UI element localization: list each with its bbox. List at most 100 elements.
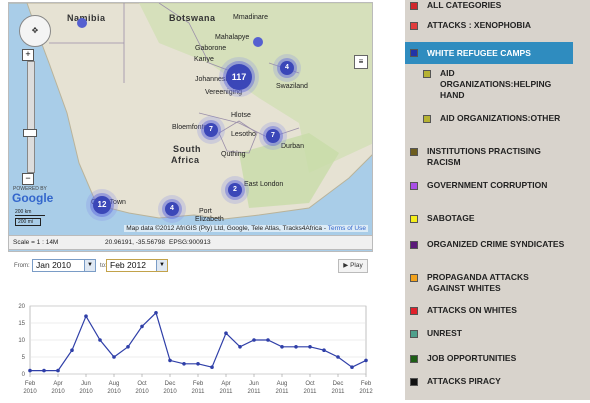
zoom-slider-track[interactable] (27, 61, 35, 173)
data-point (364, 358, 368, 363)
y-tick-label: 20 (18, 304, 25, 310)
x-tick-label: 2010 (107, 389, 121, 395)
category-item[interactable]: GOVERNMENT CORRUPTION (405, 180, 573, 208)
map-panel[interactable]: Namibia Botswana Mmadinare Mahalapye Gab… (8, 2, 373, 252)
x-tick-label: Apr (221, 381, 230, 387)
category-item[interactable]: WHITE REFUGEE CAMPS (405, 42, 573, 64)
y-tick-label: 10 (18, 338, 25, 344)
cluster-marker-pretoria-east[interactable]: 4 (280, 61, 294, 75)
to-date-select[interactable]: Feb 2012 ▼ (106, 259, 168, 272)
timeline-controls: From: Jan 2010 ▼ to: Feb 2012 ▼ ▶ Play (14, 258, 369, 274)
category-color-swatch (410, 378, 418, 386)
attribution-text: Map data ©2012 AfriGIS (Pty) Ltd, Google… (126, 225, 326, 232)
y-tick-label: 0 (22, 372, 26, 378)
scale-readout: Scale = 1 : 14M (13, 239, 59, 246)
x-tick-label: Dec (165, 381, 176, 387)
zoom-slider-handle[interactable] (23, 129, 37, 137)
pan-control[interactable]: ✥ (19, 15, 51, 47)
google-logo[interactable]: Google (12, 191, 54, 205)
data-point (266, 338, 270, 342)
category-item[interactable]: ATTACKS : XENOPHOBIA (405, 20, 573, 34)
category-color-swatch (410, 307, 418, 315)
category-label: WHITE REFUGEE CAMPS (427, 48, 531, 58)
category-item[interactable]: JOB OPPORTUNITIES (405, 353, 573, 371)
x-tick-label: Feb (25, 381, 36, 387)
x-tick-label: 2011 (192, 389, 206, 395)
data-point (98, 338, 102, 342)
category-item[interactable]: INSTITUTIONS PRACTISING RACISM (405, 146, 573, 174)
data-point (42, 368, 46, 373)
from-date-select[interactable]: Jan 2010 ▼ (32, 259, 96, 272)
category-label: AID ORGANIZATIONS:OTHER (440, 113, 561, 123)
x-tick-label: Feb (193, 381, 204, 387)
place-label: Gaborone (195, 45, 227, 52)
data-point (322, 348, 326, 352)
category-color-swatch (410, 148, 418, 156)
category-label: PROPAGANDA ATTACKS AGAINST WHITES (427, 272, 529, 293)
coordinate-readout: 20.96191, -35.56798 (105, 239, 165, 246)
x-tick-label: Feb (361, 381, 372, 387)
projection-readout: EPSG:900913 (169, 239, 211, 246)
zoom-in-button[interactable]: + (22, 49, 34, 61)
chevron-down-icon: ▼ (156, 260, 167, 271)
layers-icon[interactable]: ≡ (354, 55, 368, 69)
cluster-marker-botswana[interactable] (253, 37, 263, 47)
category-color-swatch (410, 49, 418, 57)
category-item[interactable]: AID ORGANIZATIONS:OTHER (405, 113, 573, 143)
category-item[interactable]: AID ORGANIZATIONS:HELPING HAND (405, 68, 573, 108)
to-date-value: Feb 2012 (110, 260, 146, 270)
data-point (350, 365, 354, 369)
x-tick-label: 2011 (248, 389, 262, 395)
category-item[interactable]: SABOTAGE (405, 213, 573, 231)
data-point (126, 345, 130, 349)
vegetation-east (239, 133, 339, 208)
cluster-marker-namibia[interactable] (77, 18, 87, 28)
y-tick-label: 5 (22, 355, 26, 361)
category-color-swatch (410, 355, 418, 363)
cluster-marker-cape-town[interactable]: 12 (93, 196, 111, 214)
play-button[interactable]: ▶ Play (338, 259, 368, 273)
map-status-bar: Scale = 1 : 14M 20.96191, -35.56798 EPSG… (8, 235, 373, 250)
category-item[interactable]: PROPAGANDA ATTACKS AGAINST WHITES (405, 272, 573, 300)
category-item[interactable]: ATTACKS PIRACY (405, 376, 573, 394)
x-tick-label: 2011 (276, 389, 290, 395)
category-item[interactable]: ALL CATEGORIES (405, 0, 573, 14)
x-tick-label: Jun (249, 381, 259, 387)
data-point (56, 368, 60, 373)
place-label: Durban (281, 143, 304, 150)
cluster-marker-bloemfontein[interactable]: 7 (204, 123, 218, 137)
cluster-marker-east-london[interactable]: 2 (228, 183, 242, 197)
zoom-out-button[interactable]: − (22, 173, 34, 185)
place-label: Vereeniging (205, 89, 242, 96)
map-canvas[interactable] (9, 3, 373, 252)
x-tick-label: 2010 (163, 389, 177, 395)
data-point (196, 362, 200, 366)
data-point (210, 365, 214, 369)
place-label: Quthing (221, 151, 246, 158)
data-point (112, 355, 116, 359)
place-label: East London (244, 181, 284, 188)
x-tick-label: Oct (305, 381, 315, 387)
place-label: Swaziland (276, 83, 308, 90)
category-label: ORGANIZED CRIME SYNDICATES (427, 239, 565, 249)
category-label: SABOTAGE (427, 213, 475, 223)
x-tick-label: Apr (53, 381, 62, 387)
cluster-marker-durban[interactable]: 7 (266, 129, 280, 143)
x-tick-label: Dec (333, 381, 344, 387)
cluster-marker-johannesburg[interactable]: 117 (226, 64, 252, 90)
place-label: Mmadinare (233, 14, 269, 21)
terms-of-use-link[interactable]: Terms of Use (327, 225, 366, 232)
data-point (70, 348, 74, 352)
category-label: AID ORGANIZATIONS:HELPING HAND (440, 68, 552, 100)
category-item[interactable]: UNREST (405, 328, 573, 346)
x-tick-label: 2010 (135, 389, 149, 395)
cluster-marker-port-elizabeth[interactable]: 4 (165, 202, 179, 216)
data-point (168, 358, 172, 363)
category-item[interactable]: ORGANIZED CRIME SYNDICATES (405, 239, 573, 265)
category-color-swatch (410, 241, 418, 249)
place-label: Mahalapye (215, 34, 250, 41)
category-item[interactable]: ATTACKS ON WHITES (405, 305, 573, 323)
place-label: Elizabeth (195, 216, 224, 223)
x-tick-label: 2010 (51, 389, 65, 395)
category-color-swatch (410, 274, 418, 282)
